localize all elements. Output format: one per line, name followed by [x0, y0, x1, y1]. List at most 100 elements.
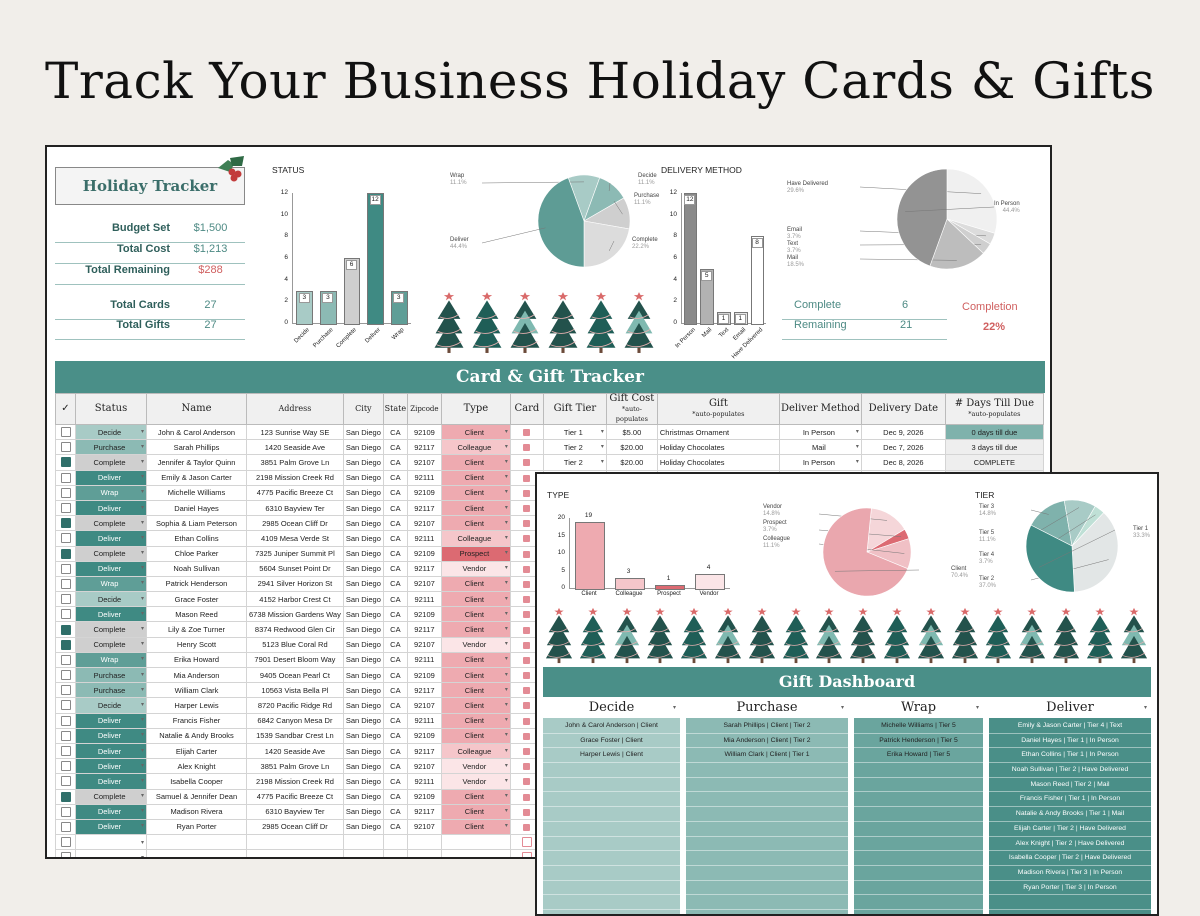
done-checkbox[interactable] [55, 727, 76, 744]
chevron-down-icon[interactable]: ▾ [140, 474, 144, 481]
chevron-down-icon[interactable]: ▾ [504, 823, 508, 830]
city-cell[interactable]: San Diego [342, 606, 384, 623]
checkbox-icon[interactable] [523, 793, 531, 801]
zip-cell[interactable]: 92107 [406, 454, 442, 471]
type-select[interactable]: ▾ Colleague [440, 530, 511, 547]
city-cell[interactable]: San Diego [342, 515, 384, 532]
status-select[interactable]: ▾ [75, 834, 147, 851]
name-cell[interactable]: Patrick Henderson [146, 575, 247, 593]
col-state[interactable]: State [382, 393, 408, 425]
done-checkbox[interactable] [55, 591, 76, 608]
status-select[interactable]: ▾ Wrap [75, 651, 147, 669]
chevron-down-icon[interactable]: ▾ [140, 504, 144, 511]
done-checkbox[interactable] [55, 849, 76, 857]
state-cell[interactable]: CA [382, 697, 408, 714]
checkbox-icon[interactable] [60, 715, 71, 726]
state-cell[interactable]: CA [382, 818, 408, 836]
state-cell[interactable]: CA [382, 591, 408, 608]
type-select[interactable]: ▾ Client [440, 423, 511, 441]
status-select[interactable]: ▾ Complete [75, 454, 147, 471]
status-select[interactable]: ▾ Deliver [75, 560, 147, 577]
address-cell[interactable]: 7325 Juniper Summit Pl [246, 545, 344, 562]
address-cell[interactable]: 1420 Seaside Ave [246, 439, 344, 456]
col-days[interactable]: # Days Till Due *auto-populates [944, 393, 1044, 425]
chevron-down-icon[interactable]: ▾ [140, 595, 144, 602]
zip-cell[interactable]: 92109 [406, 606, 442, 623]
chevron-down-icon[interactable]: ▾ [140, 686, 144, 693]
name-cell[interactable]: Erika Howard [146, 651, 247, 669]
type-select[interactable]: ▾ Client [440, 591, 511, 608]
chevron-down-icon[interactable]: ▾ [504, 504, 508, 511]
city-cell[interactable]: San Diego [342, 727, 384, 744]
type-select[interactable]: ▾ Client [440, 454, 511, 471]
checkbox-icon[interactable] [523, 520, 531, 528]
address-cell[interactable]: 2198 Mission Creek Rd [246, 773, 344, 790]
status-select[interactable]: ▾ Deliver [75, 712, 147, 729]
status-select[interactable]: ▾ Deliver [75, 758, 147, 775]
name-cell[interactable]: Mason Reed [146, 606, 247, 623]
checkbox-icon[interactable] [60, 806, 71, 817]
date-cell[interactable]: Dec 7, 2026 [860, 439, 946, 456]
state-cell[interactable]: CA [382, 606, 408, 623]
city-cell[interactable]: San Diego [342, 439, 384, 456]
checkbox-icon[interactable] [523, 717, 531, 725]
status-select[interactable]: ▾ Complete [75, 788, 147, 805]
zip-cell[interactable]: 92111 [406, 591, 442, 608]
done-checkbox[interactable] [55, 560, 76, 577]
col-method[interactable]: Deliver Method [778, 393, 862, 425]
chevron-down-icon[interactable]: ▾ [1143, 704, 1147, 711]
state-cell[interactable]: CA [382, 469, 408, 486]
chevron-down-icon[interactable]: ▾ [504, 610, 508, 617]
tier-select[interactable]: ▾ Tier 2 [542, 439, 607, 456]
dashboard-column-header[interactable]: Deliver ▾ [989, 698, 1151, 719]
chevron-down-icon[interactable]: ▾ [504, 489, 508, 496]
address-cell[interactable]: 6738 Mission Gardens Way [246, 606, 344, 623]
address-cell[interactable]: 4152 Harbor Crest Ct [246, 591, 344, 608]
address-cell[interactable]: 6842 Canyon Mesa Dr [246, 712, 344, 729]
checkbox-icon[interactable] [523, 672, 531, 680]
chevron-down-icon[interactable]: ▾ [504, 550, 508, 557]
name-cell[interactable]: Isabella Cooper [146, 773, 247, 790]
checkbox-icon[interactable] [523, 565, 531, 573]
state-cell[interactable]: CA [382, 788, 408, 805]
checkbox-icon[interactable] [523, 702, 531, 710]
chevron-down-icon[interactable]: ▾ [140, 626, 144, 633]
checkbox-icon[interactable] [523, 641, 531, 649]
address-cell[interactable]: 8374 Redwood Glen Cir [246, 621, 344, 638]
status-select[interactable]: ▾ Purchase [75, 666, 147, 684]
dashboard-column-header[interactable]: Decide ▾ [543, 698, 680, 719]
done-checkbox[interactable] [55, 666, 76, 684]
zip-cell[interactable]: 92111 [406, 530, 442, 547]
status-select[interactable]: ▾ Complete [75, 621, 147, 638]
chevron-down-icon[interactable]: ▾ [504, 458, 508, 465]
city-cell[interactable]: San Diego [342, 484, 384, 501]
zip-cell[interactable]: 92111 [406, 773, 442, 790]
state-cell[interactable] [382, 849, 408, 857]
state-cell[interactable]: CA [382, 712, 408, 729]
type-select[interactable]: ▾ Vendor [440, 560, 511, 577]
chevron-down-icon[interactable]: ▾ [504, 686, 508, 693]
city-cell[interactable]: San Diego [342, 818, 384, 836]
zip-cell[interactable]: 92107 [406, 818, 442, 836]
state-cell[interactable]: CA [382, 484, 408, 501]
status-select[interactable]: ▾ Deliver [75, 803, 147, 820]
checkbox-icon[interactable] [523, 474, 531, 482]
state-cell[interactable]: CA [382, 454, 408, 471]
state-cell[interactable]: CA [382, 666, 408, 684]
name-cell[interactable]: Ryan Porter [146, 818, 247, 836]
name-cell[interactable]: Harper Lewis [146, 697, 247, 714]
card-checkbox[interactable] [509, 439, 544, 456]
checkbox-icon[interactable] [523, 535, 531, 543]
done-checkbox[interactable] [55, 423, 76, 441]
chevron-down-icon[interactable]: ▾ [504, 717, 508, 724]
name-cell[interactable]: Henry Scott [146, 636, 247, 653]
address-cell[interactable]: 9405 Ocean Pearl Ct [246, 666, 344, 684]
type-select[interactable]: ▾ Client [440, 515, 511, 532]
checkbox-icon[interactable] [60, 746, 71, 757]
name-cell[interactable] [146, 834, 247, 851]
chevron-down-icon[interactable]: ▾ [840, 704, 844, 711]
done-checkbox[interactable] [55, 803, 76, 820]
type-select[interactable]: ▾ Client [440, 682, 511, 699]
type-select[interactable]: ▾ Client [440, 469, 511, 486]
address-cell[interactable]: 10563 Vista Bella Pl [246, 682, 344, 699]
